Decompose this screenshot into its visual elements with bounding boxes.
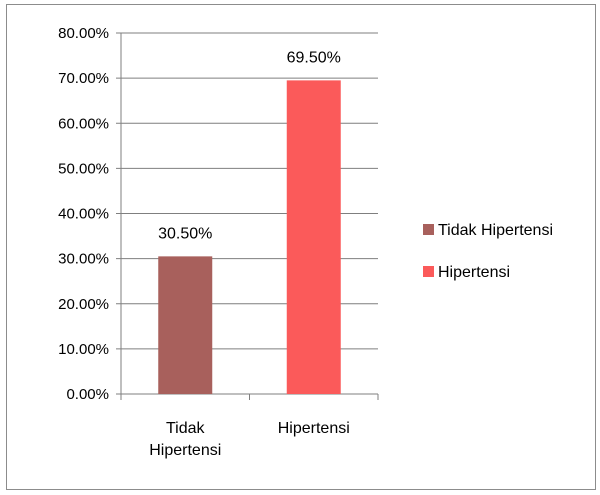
y-tick-label-8: 80.00% <box>58 25 109 42</box>
category-label-1-line-0: Hipertensi <box>278 420 350 437</box>
y-tick-label-7: 70.00% <box>58 70 109 87</box>
bar-tidak-hipertensi <box>158 256 213 394</box>
bar-chart: 0.00% 10.00% 20.00% 30.00% 40.00% 50.00% 60.00… <box>58 25 553 459</box>
data-label-1: 69.50% <box>287 49 341 66</box>
y-tick-label-5: 50.00% <box>58 160 109 177</box>
y-tick-label-2: 20.00% <box>58 296 109 313</box>
y-tick-label-4: 40.00% <box>58 206 109 223</box>
category-label-0-line-1: Hipertensi <box>149 442 221 459</box>
bar-hipertensi <box>286 80 341 394</box>
y-tick-label-3: 30.00% <box>58 251 109 268</box>
y-tick-label-0: 0.00% <box>66 386 109 403</box>
category-label-0-line-0: Tidak <box>166 420 206 437</box>
chart-frame: 0.00% 10.00% 20.00% 30.00% 40.00% 50.00% 60.00… <box>6 4 596 490</box>
legend-label-0: Tidak Hipertensi <box>438 222 553 239</box>
y-tick-label-1: 10.00% <box>58 341 109 358</box>
legend-label-1: Hipertensi <box>438 264 510 281</box>
legend-swatch-1 <box>423 266 434 277</box>
legend-swatch-0 <box>423 224 434 235</box>
y-tick-label-6: 60.00% <box>58 115 109 132</box>
data-label-0: 30.50% <box>158 225 212 242</box>
